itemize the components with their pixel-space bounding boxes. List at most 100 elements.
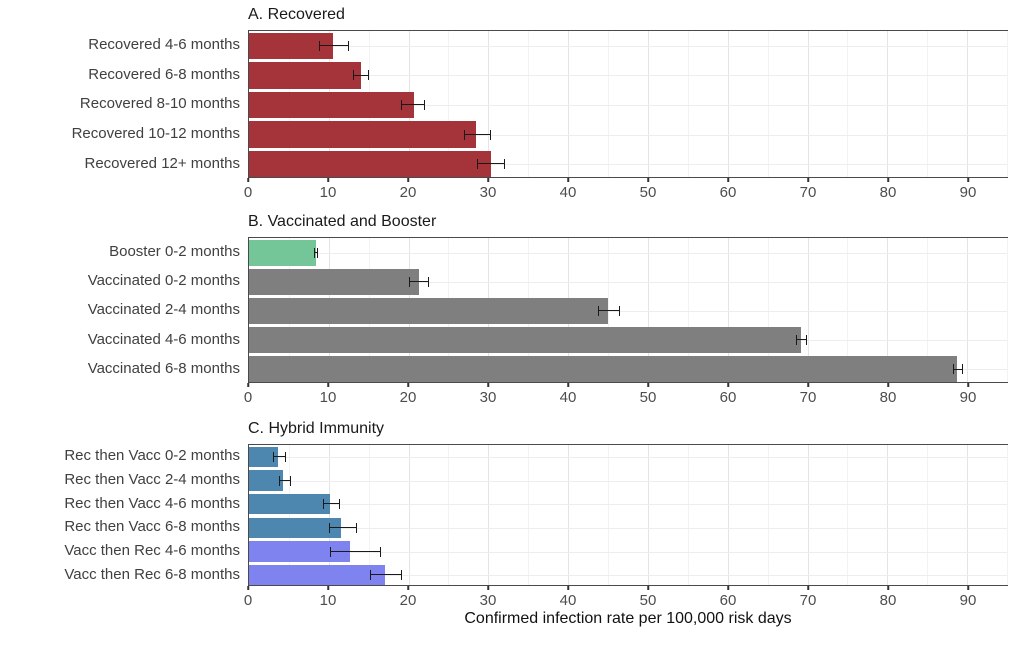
bar [249, 327, 802, 354]
gridline-minor [927, 31, 929, 177]
x-axis-label: Confirmed infection rate per 100,000 ris… [464, 610, 792, 627]
error-bar [329, 546, 381, 557]
x-tick-label: 0 [243, 184, 253, 201]
gridline-minor [1007, 445, 1008, 585]
x-tick-label: 50 [639, 184, 657, 201]
bar [249, 62, 361, 89]
bar [249, 91, 415, 119]
y-axis-label: Vaccinated 0-2 months [87, 272, 240, 290]
gridline-minor [608, 445, 610, 585]
error-bar [952, 364, 964, 375]
bar [249, 150, 491, 178]
bar [249, 564, 385, 586]
gridline-major [807, 445, 809, 585]
x-tick-mark [247, 586, 249, 590]
x-tick-label: 40 [559, 592, 577, 609]
gridline-major [807, 238, 809, 382]
gridline-minor [927, 445, 929, 585]
gridline-minor [608, 238, 610, 382]
x-tick-label: 90 [959, 184, 977, 201]
gridline-minor [1007, 238, 1008, 382]
x-tick-mark [327, 178, 329, 182]
bar [249, 297, 609, 325]
plot-area [248, 444, 1008, 586]
gridline-major [887, 31, 889, 177]
gridline-minor [927, 238, 929, 382]
bar [249, 268, 419, 295]
gridline-row [249, 281, 1007, 283]
bar [249, 446, 278, 468]
gridline-minor [448, 445, 450, 585]
x-tick-label: 20 [399, 592, 417, 609]
x-tick-mark [967, 383, 969, 387]
bar [249, 541, 351, 562]
gridline-major [647, 445, 649, 585]
error-bar [272, 451, 287, 462]
gridline-major [568, 31, 570, 177]
x-tick-mark [327, 586, 329, 590]
x-tick-label: 90 [959, 592, 977, 609]
y-axis-label: Rec then Vacc 6-8 months [64, 518, 240, 536]
x-tick-mark [967, 586, 969, 590]
gridline-major [967, 238, 969, 382]
y-axis-label: Booster 0-2 months [109, 243, 240, 261]
x-tick-label: 40 [559, 184, 577, 201]
x-tick-mark [567, 383, 569, 387]
gridline-row [249, 252, 1007, 254]
y-axis-labels: Booster 0-2 months Vaccinated 0-2 months V… [0, 237, 240, 383]
x-tick-mark [807, 383, 809, 387]
error-bar [319, 40, 349, 51]
panel-title: B. Vaccinated and Booster [248, 213, 437, 230]
bar [249, 517, 341, 539]
gridline-row [249, 551, 1007, 553]
x-tick-mark [807, 178, 809, 182]
plot-area [248, 30, 1008, 178]
gridline-row [249, 527, 1007, 529]
x-tick-mark [647, 383, 649, 387]
error-bar [328, 522, 357, 533]
x-tick-label: 30 [479, 592, 497, 609]
x-tick-label: 60 [719, 184, 737, 201]
error-bar [477, 159, 506, 170]
bar [249, 239, 317, 266]
x-tick-mark [487, 178, 489, 182]
gridline-major [328, 445, 330, 585]
x-tick-mark [887, 586, 889, 590]
y-axis-label: Vaccinated 2-4 months [87, 301, 240, 319]
error-bar [313, 247, 319, 258]
y-axis-label: Rec then Vacc 2-4 months [64, 470, 240, 488]
x-tick-mark [567, 586, 569, 590]
gridline-row [249, 105, 1007, 106]
x-tick-label: 70 [799, 184, 817, 201]
x-tick-mark [327, 383, 329, 387]
gridline-major [807, 31, 809, 177]
y-axis-label: Vacc then Rec 6-8 months [64, 565, 240, 583]
error-bar [370, 570, 403, 581]
y-axis-labels: Recovered 4-6 months Recovered 6-8 months… [0, 30, 240, 178]
plot-area [248, 237, 1008, 383]
x-tick-label: 20 [399, 389, 417, 406]
gridline-row [249, 575, 1007, 577]
x-tick-label: 30 [479, 184, 497, 201]
x-tick-label: 80 [879, 389, 897, 406]
gridline-minor [368, 445, 370, 585]
gridline-row [249, 456, 1007, 458]
gridline-major [647, 31, 649, 177]
error-bar [464, 129, 491, 140]
x-tick-label: 80 [879, 184, 897, 201]
x-tick-label: 70 [799, 389, 817, 406]
gridline-major [408, 445, 410, 585]
x-tick-mark [647, 586, 649, 590]
x-tick-label: 0 [243, 592, 253, 609]
x-tick-mark [407, 383, 409, 387]
gridline-minor [687, 238, 689, 382]
gridline-row [249, 164, 1007, 166]
gridline-minor [528, 445, 530, 585]
gridline-minor [847, 445, 849, 585]
gridline-major [727, 31, 729, 177]
x-tick-label: 40 [559, 389, 577, 406]
gridline-row [249, 480, 1007, 482]
gridline-minor [847, 31, 849, 177]
error-bar [408, 276, 430, 287]
